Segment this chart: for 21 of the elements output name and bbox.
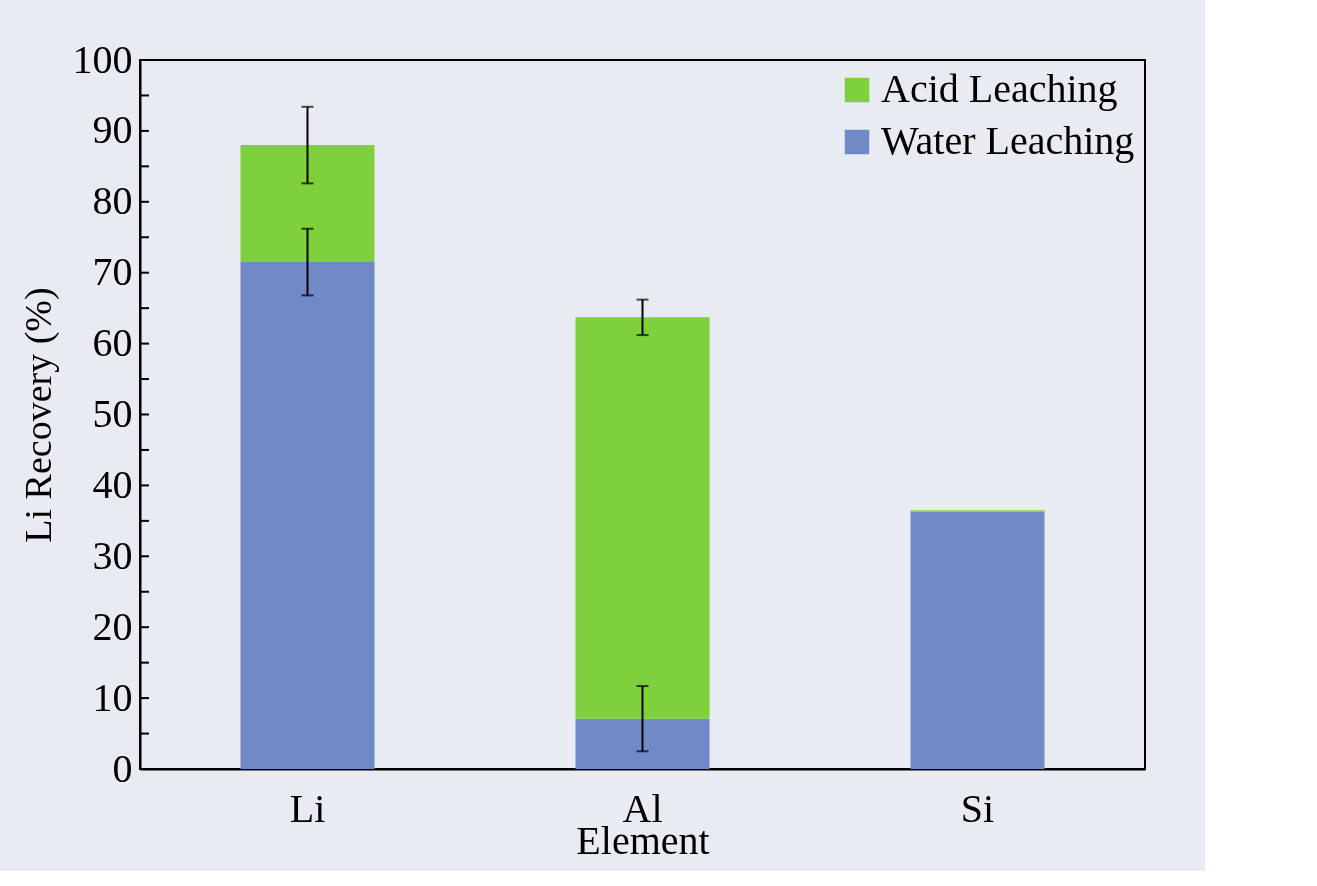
x-tick-label: Si (960, 785, 995, 831)
y-tick-label: 20 (92, 603, 133, 649)
x-tick-label: Li (289, 785, 326, 831)
y-tick-label: 50 (92, 391, 133, 436)
bar (575, 718, 710, 769)
y-tick-label: 70 (92, 249, 133, 295)
y-tick-label: 80 (92, 178, 133, 224)
y-tick-label: 40 (92, 461, 133, 507)
y-tick-label: 10 (92, 674, 133, 720)
y-tick-label: 100 (72, 36, 133, 82)
bar (240, 145, 375, 263)
y-tick-label: 90 (92, 107, 133, 153)
legend-label: Acid Leaching (881, 66, 1118, 111)
y-tick-label: 0 (112, 745, 133, 791)
legend-label: Water Leaching (881, 118, 1135, 163)
y-tick-label: 30 (92, 532, 133, 578)
bar (575, 317, 710, 719)
y-axis-title: Li Recovery (%) (16, 287, 60, 543)
bar (910, 511, 1045, 769)
y-tick-label: 60 (92, 320, 133, 366)
bar (240, 262, 375, 769)
